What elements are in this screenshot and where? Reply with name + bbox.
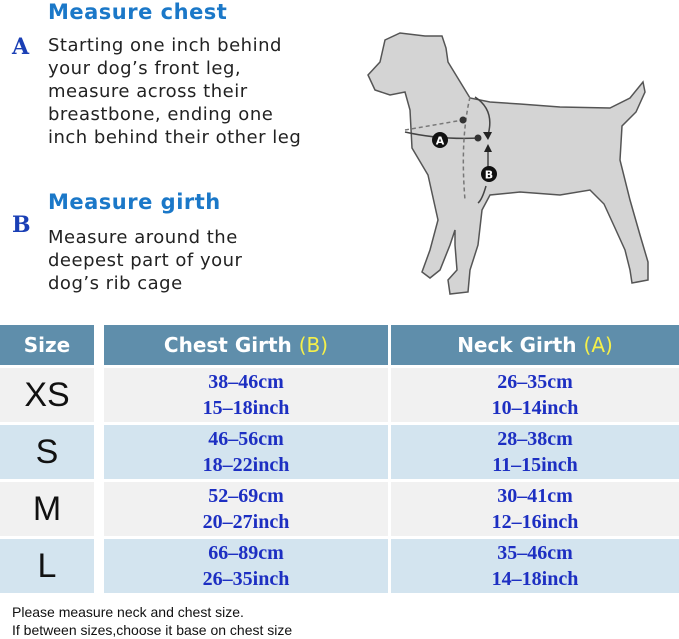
chest-cm: 66–89cm <box>208 542 284 564</box>
marker-a-label: A <box>436 135 445 148</box>
point-icon <box>474 134 482 142</box>
table-cell-chest: 46–56cm 18–22inch <box>104 425 388 479</box>
table-cell-neck: 35–46cm 14–18inch <box>391 539 679 593</box>
chest-inch: 18–22inch <box>202 454 290 476</box>
table-row-size: S <box>0 425 94 479</box>
note-line: If between sizes,choose it base on chest… <box>12 622 293 638</box>
desc-line: inch behind their other leg <box>48 127 302 148</box>
neck-inch: 10–14inch <box>491 397 579 419</box>
measure-girth-description: Measure around the deepest part of your … <box>48 226 242 295</box>
dog-measurement-diagram: A B <box>367 32 649 295</box>
table-row-size: XS <box>0 368 94 422</box>
header-chest: Chest Girth (B) <box>104 325 388 365</box>
table-row-size: L <box>0 539 94 593</box>
table-row-size: M <box>0 482 94 536</box>
chest-cm: 38–46cm <box>208 371 284 393</box>
measure-chest-description: Starting one inch behind your dog’s fron… <box>48 34 301 149</box>
table-cell-chest: 38–46cm 15–18inch <box>104 368 388 422</box>
measure-chest-title: Measure chest <box>48 0 228 24</box>
table-cell-neck: 28–38cm 11–15inch <box>391 425 679 479</box>
desc-line: Measure around the <box>48 227 238 248</box>
measure-girth-title: Measure girth <box>48 190 221 214</box>
neck-inch: 14–18inch <box>491 568 579 590</box>
marker-b-label: B <box>485 169 493 182</box>
desc-line: breastbone, ending one <box>48 104 274 125</box>
dog-silhouette-icon <box>367 32 649 295</box>
chest-cm: 52–69cm <box>208 485 284 507</box>
header-neck: Neck Girth (A) <box>391 325 679 365</box>
header-chest-label: Chest Girth <box>163 333 292 357</box>
note-line: Please measure neck and chest size. <box>12 604 244 620</box>
chest-inch: 20–27inch <box>202 511 290 533</box>
point-icon <box>459 116 467 124</box>
marker-b-icon <box>481 166 497 182</box>
neck-inch: 11–15inch <box>492 454 578 476</box>
desc-line: measure across their <box>48 81 248 102</box>
arrow-icon <box>483 132 492 152</box>
desc-line: your dog’s front leg, <box>48 58 242 79</box>
notes: Please measure neck and chest size. If b… <box>12 603 292 639</box>
letter-a: A <box>12 34 30 60</box>
neck-cm: 28–38cm <box>497 428 573 450</box>
neck-cm: 30–41cm <box>497 485 573 507</box>
neck-dashed-line <box>404 119 464 131</box>
chest-cm: 46–56cm <box>208 428 284 450</box>
neck-cm: 26–35cm <box>497 371 573 393</box>
header-size: Size <box>0 325 94 365</box>
letter-b: B <box>12 212 31 238</box>
desc-line: deepest part of your <box>48 250 243 271</box>
header-neck-tag: (A) <box>583 333 613 357</box>
desc-line: Starting one inch behind <box>48 35 282 56</box>
chest-dashed-line <box>462 96 471 201</box>
desc-line: dog’s rib cage <box>48 273 183 294</box>
table-cell-chest: 66–89cm 26–35inch <box>104 539 388 593</box>
table-cell-neck: 26–35cm 10–14inch <box>391 368 679 422</box>
chest-inch: 15–18inch <box>202 397 290 419</box>
table-cell-chest: 52–69cm 20–27inch <box>104 482 388 536</box>
chest-inch: 26–35inch <box>202 568 290 590</box>
table-cell-neck: 30–41cm 12–16inch <box>391 482 679 536</box>
neck-cm: 35–46cm <box>497 542 573 564</box>
neck-inch: 12–16inch <box>491 511 579 533</box>
marker-a-icon <box>432 132 448 148</box>
header-neck-label: Neck Girth <box>457 333 577 357</box>
header-chest-tag: (B) <box>298 333 329 357</box>
